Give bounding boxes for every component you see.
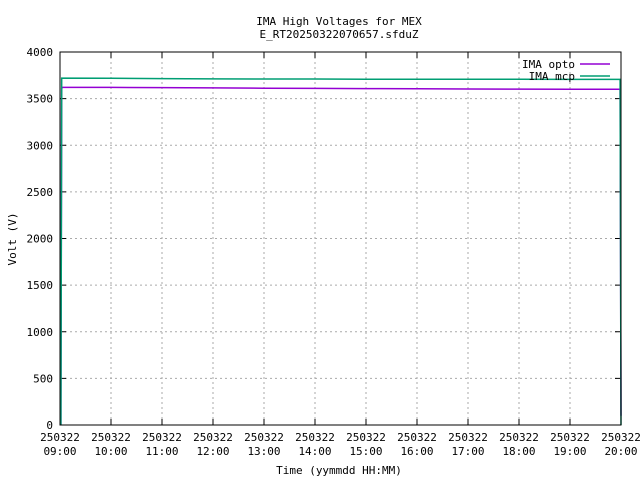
x-tick-time: 13:00	[247, 445, 280, 458]
x-tick-time: 20:00	[604, 445, 637, 458]
x-tick-time: 19:00	[553, 445, 586, 458]
x-tick-time: 16:00	[400, 445, 433, 458]
x-tick-time: 12:00	[196, 445, 229, 458]
x-axis-ticks: 25032209:0025032210:0025032211:002503221…	[40, 52, 640, 458]
x-tick-date: 250322	[295, 431, 335, 444]
x-tick-date: 250322	[142, 431, 182, 444]
x-tick-date: 250322	[193, 431, 233, 444]
x-tick-time: 15:00	[349, 445, 382, 458]
y-tick-label: 1000	[27, 326, 54, 339]
x-tick-time: 18:00	[502, 445, 535, 458]
series-line-1	[60, 86, 622, 425]
legend-label: IMA opto	[522, 58, 575, 71]
y-tick-label: 3000	[27, 139, 54, 152]
x-tick-time: 10:00	[94, 445, 127, 458]
y-tick-label: 1500	[27, 279, 54, 292]
chart-title: IMA High Voltages for MEX	[256, 15, 422, 28]
chart-subtitle: E_RT20250322070657.sfduZ	[260, 28, 419, 41]
y-tick-label: 2000	[27, 233, 54, 246]
x-tick-time: 09:00	[43, 445, 76, 458]
y-tick-label: 2500	[27, 186, 54, 199]
x-tick-date: 250322	[346, 431, 386, 444]
y-tick-label: 500	[33, 372, 53, 385]
x-tick-time: 14:00	[298, 445, 331, 458]
y-axis-ticks: 0 500 1000 1500 2000 2500 3000 3500 4000	[27, 46, 621, 432]
x-tick-date: 250322	[91, 431, 131, 444]
x-tick-time: 17:00	[451, 445, 484, 458]
x-tick-date: 250322	[397, 431, 437, 444]
legend-label: IMA mcp	[529, 70, 575, 83]
plot-frame	[59, 51, 622, 426]
x-tick-time: 11:00	[145, 445, 178, 458]
x-tick-date: 250322	[448, 431, 488, 444]
x-tick-date: 250322	[244, 431, 284, 444]
x-tick-date: 250322	[550, 431, 590, 444]
series-lines	[60, 77, 622, 426]
y-tick-label: 3500	[27, 93, 54, 106]
series-line-2	[60, 77, 622, 426]
y-tick-label: 0	[46, 419, 53, 432]
x-axis-label: Time (yymmdd HH:MM)	[276, 464, 402, 477]
grid	[60, 52, 621, 425]
y-axis-label: Volt (V)	[6, 213, 19, 266]
x-tick-date: 250322	[499, 431, 539, 444]
x-tick-date: 250322	[601, 431, 640, 444]
y-tick-label: 4000	[27, 46, 54, 59]
x-tick-date: 250322	[40, 431, 80, 444]
